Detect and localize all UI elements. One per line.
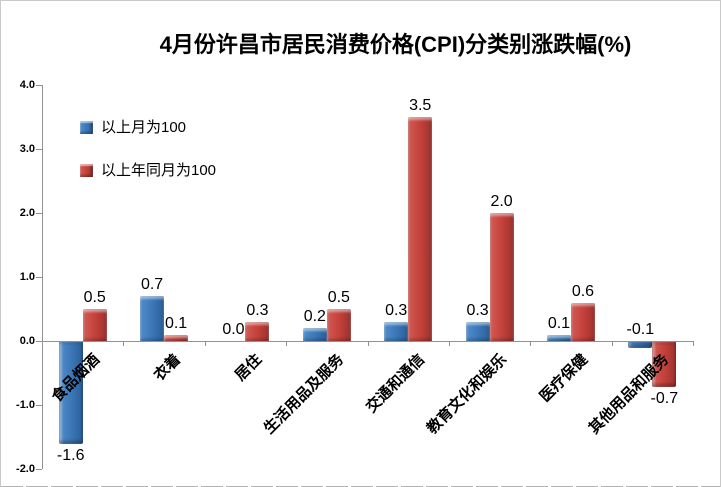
x-axis-tick <box>42 341 43 346</box>
bar-red <box>326 309 351 341</box>
bar-blue <box>140 296 165 341</box>
data-label: 0.3 <box>466 301 489 319</box>
y-tick-label: 4.0 <box>19 79 35 91</box>
y-axis-tick <box>36 149 42 150</box>
bar-red <box>408 117 433 341</box>
x-axis-tick <box>530 341 532 346</box>
y-tick-label: 3.0 <box>19 143 35 155</box>
x-axis-tick <box>367 341 369 346</box>
x-axis-tick <box>286 341 288 346</box>
data-label: 0.2 <box>303 308 326 326</box>
legend-label: 以上年同月为100 <box>101 162 217 179</box>
category-label: 生活用品及服务 <box>260 351 347 438</box>
data-label: 0.0 <box>222 321 245 338</box>
bar-blue <box>58 342 83 445</box>
bar-red <box>652 342 677 387</box>
data-label: 0.6 <box>571 282 595 300</box>
data-label: -0.7 <box>650 389 679 407</box>
data-label: 0.3 <box>385 301 408 319</box>
x-axis-tick <box>123 341 125 346</box>
category-label: 衣着 <box>150 351 185 385</box>
data-label: -1.6 <box>56 447 85 465</box>
y-axis-tick <box>36 469 42 470</box>
y-axis-line <box>42 85 43 469</box>
bar-red <box>245 321 270 341</box>
x-axis-tick <box>204 341 206 346</box>
x-axis-tick <box>448 341 450 346</box>
x-axis-tick <box>611 341 613 346</box>
bar-blue <box>628 342 653 349</box>
y-axis-tick <box>36 341 42 342</box>
category-label: 交通和通信 <box>363 351 429 417</box>
y-tick-label: 0.0 <box>19 335 35 347</box>
data-label: 0.5 <box>83 289 106 306</box>
bar-blue <box>384 321 409 341</box>
bar-blue <box>546 334 571 341</box>
data-label: 2.0 <box>490 193 513 210</box>
bar-red <box>82 309 107 341</box>
bar-red <box>489 213 514 341</box>
legend-item-year: 以上年同月为100 <box>80 163 216 178</box>
category-label: 居住 <box>232 351 266 385</box>
chart-title: 4月份许昌市居民消费价格(CPI)分类别涨跌幅(%) <box>159 32 632 57</box>
data-label: 0.7 <box>140 276 164 294</box>
legend-item-month: 以上月为100 <box>80 120 186 135</box>
y-tick-label: 1.0 <box>19 271 35 283</box>
data-label: 3.5 <box>409 97 432 114</box>
y-axis-tick <box>36 85 42 86</box>
data-label: -0.1 <box>626 321 655 338</box>
category-label: 医疗保健 <box>536 351 591 406</box>
y-tick-label: -2.0 <box>16 463 35 475</box>
data-label: 0.5 <box>327 289 350 306</box>
x-axis-tick <box>693 341 694 346</box>
legend-label: 以上月为100 <box>101 119 187 136</box>
y-tick-label: -1.0 <box>16 399 35 411</box>
bar-red <box>164 334 189 341</box>
legend-swatch-blue <box>80 121 93 134</box>
data-label: 0.1 <box>164 314 188 332</box>
y-axis-tick <box>36 213 42 214</box>
y-axis-tick <box>36 405 42 406</box>
category-label: 教育文化和娱乐 <box>423 351 510 438</box>
bar-blue <box>465 321 490 341</box>
data-label: 0.3 <box>246 301 269 319</box>
bar-blue <box>302 328 327 341</box>
data-label: 0.1 <box>547 314 571 332</box>
y-axis-tick <box>36 277 42 278</box>
bar-red <box>570 302 595 341</box>
y-tick-label: 2.0 <box>19 207 35 219</box>
legend-swatch-red <box>80 164 93 177</box>
